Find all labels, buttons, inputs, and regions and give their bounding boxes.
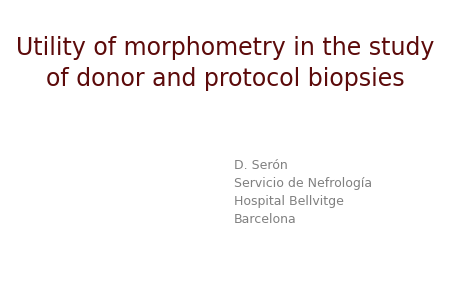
Text: D. Serón
Servicio de Nefrología
Hospital Bellvitge
Barcelona: D. Serón Servicio de Nefrología Hospital… (234, 159, 372, 226)
Text: Utility of morphometry in the study
of donor and protocol biopsies: Utility of morphometry in the study of d… (16, 36, 434, 91)
